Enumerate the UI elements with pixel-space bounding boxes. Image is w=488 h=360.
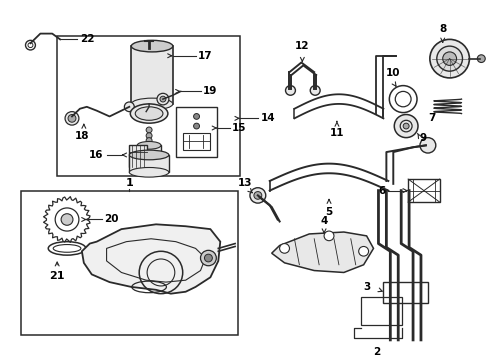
Ellipse shape [131,40,172,52]
Circle shape [160,96,165,102]
Circle shape [204,254,212,262]
Text: 8: 8 [438,24,446,33]
Circle shape [358,247,368,256]
Circle shape [157,93,168,105]
Text: 20: 20 [104,215,119,225]
Circle shape [193,123,199,129]
Ellipse shape [129,150,168,160]
Bar [129,155,168,172]
Circle shape [324,231,333,241]
Circle shape [146,127,152,133]
Circle shape [309,86,320,95]
Circle shape [402,123,408,129]
Text: 6: 6 [377,186,385,195]
Circle shape [429,39,468,78]
Circle shape [68,114,76,122]
Circle shape [279,244,289,253]
Circle shape [200,250,216,266]
Bar [129,145,147,167]
Circle shape [193,113,199,119]
Text: 15: 15 [232,123,246,133]
Text: 19: 19 [202,86,216,96]
Circle shape [146,138,152,143]
Circle shape [419,138,435,153]
Ellipse shape [131,98,172,110]
Bar [57,36,240,176]
Text: 14: 14 [260,113,275,123]
Circle shape [61,214,73,225]
Text: 1: 1 [125,178,133,188]
Text: 21: 21 [49,271,65,280]
Text: 12: 12 [294,41,309,51]
Circle shape [285,86,295,95]
Bar [183,133,210,150]
Circle shape [65,112,79,125]
Circle shape [249,188,265,203]
Bar [383,282,427,303]
Polygon shape [81,224,220,294]
Ellipse shape [135,107,163,120]
Text: 9: 9 [419,132,426,143]
Text: 17: 17 [197,51,212,61]
Bar [20,190,238,335]
Circle shape [442,52,456,66]
Text: 7: 7 [427,113,435,123]
Text: 16: 16 [89,150,103,160]
Text: 2: 2 [372,347,379,357]
Text: 13: 13 [237,178,252,188]
Circle shape [436,46,462,71]
Circle shape [146,133,152,139]
Bar [131,46,172,104]
Circle shape [253,192,261,199]
Text: 18: 18 [75,131,89,141]
Text: 4: 4 [320,216,327,226]
Circle shape [124,102,134,112]
Ellipse shape [137,141,161,149]
Text: 5: 5 [325,207,332,217]
Ellipse shape [129,167,168,177]
Text: 11: 11 [329,128,344,138]
Polygon shape [271,232,373,273]
Circle shape [476,55,484,63]
Bar [175,107,217,157]
Bar [407,179,439,202]
Text: 22: 22 [80,34,94,44]
Ellipse shape [130,104,167,123]
Bar [137,145,161,159]
Bar [360,297,401,325]
Text: 10: 10 [385,68,400,78]
Circle shape [393,114,417,138]
Text: 3: 3 [363,282,370,292]
